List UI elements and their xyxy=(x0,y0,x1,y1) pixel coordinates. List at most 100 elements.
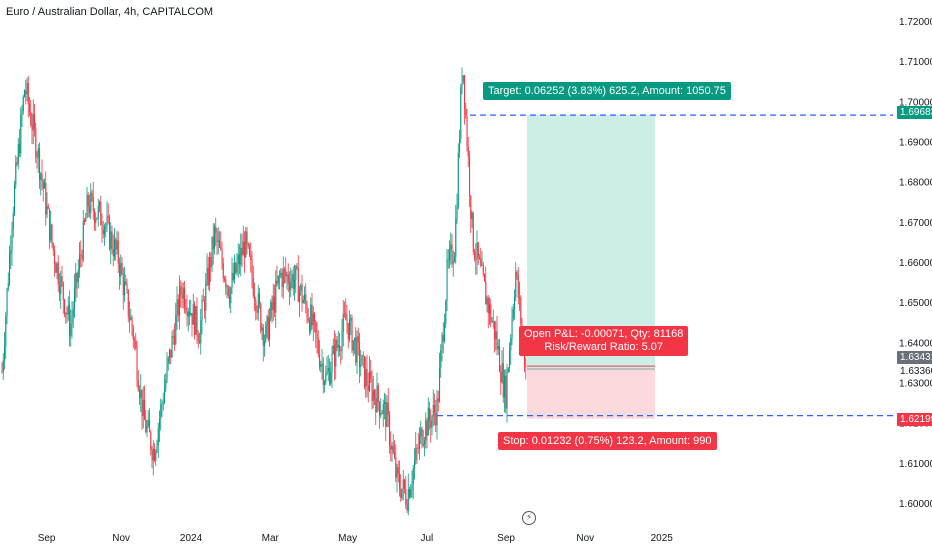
candle-body xyxy=(186,310,188,317)
x-tick-label: Sep xyxy=(497,533,515,544)
candle-body xyxy=(232,272,234,280)
candle-body xyxy=(352,340,354,351)
candle-body xyxy=(477,242,479,258)
candle-body xyxy=(309,320,311,332)
candle-body xyxy=(192,304,194,325)
candle-body xyxy=(121,263,123,274)
candle-body xyxy=(500,372,502,383)
candle-body xyxy=(294,279,296,289)
candle-body xyxy=(76,273,78,283)
candle-body xyxy=(432,404,434,417)
candle-body xyxy=(459,138,461,153)
candle-body xyxy=(431,416,433,428)
candle-body xyxy=(444,323,446,342)
candle-body xyxy=(285,269,287,277)
price-axis[interactable]: 1.72000 1.71000 1.70000 1.69000 1.68000 1.670… xyxy=(899,17,932,510)
candle-body xyxy=(324,382,326,385)
candle-body xyxy=(215,226,217,233)
candle-body xyxy=(39,148,41,180)
y-tick-label: 1.72000 xyxy=(899,17,932,28)
candle-body xyxy=(29,104,31,112)
stop-zone[interactable] xyxy=(527,369,655,419)
y-tick-label: 1.61000 xyxy=(899,459,932,470)
pnl-label: Open P&L: -0.00071, Qty: 81168 xyxy=(524,328,684,340)
candle-body xyxy=(375,398,377,412)
candle-body xyxy=(456,207,458,219)
candle-body xyxy=(397,467,399,474)
y-tick-label: 1.65000 xyxy=(899,298,932,309)
candle-body xyxy=(56,262,58,273)
candle-body xyxy=(40,173,42,180)
candle-body xyxy=(497,346,499,350)
candle-body xyxy=(96,217,98,219)
candle-body xyxy=(207,267,209,286)
candle-body xyxy=(126,284,128,290)
candle-body xyxy=(301,284,303,303)
candle-body xyxy=(390,445,392,450)
candle-body xyxy=(191,313,193,325)
candle-body xyxy=(507,367,509,373)
candle-body xyxy=(47,206,49,209)
candle-body xyxy=(400,488,402,499)
candle-body xyxy=(140,389,142,398)
pnl-box[interactable]: Open P&L: -0.00071, Qty: 81168 Risk/Rewa… xyxy=(519,326,689,356)
candle-body xyxy=(24,90,26,97)
candle-body xyxy=(85,217,87,222)
price-plot[interactable] xyxy=(1,67,527,516)
candle-body xyxy=(454,256,456,262)
candle-body xyxy=(25,90,27,95)
candle-body xyxy=(255,300,257,311)
x-tick-label: Nov xyxy=(112,533,130,544)
candle-body xyxy=(256,310,258,313)
candle-body xyxy=(90,192,92,213)
candle-body xyxy=(41,173,43,182)
candle-body xyxy=(506,372,508,409)
candle-body xyxy=(55,264,57,273)
candle-body xyxy=(399,473,401,489)
candle-body xyxy=(241,247,243,256)
candle-body xyxy=(277,275,279,284)
candle-body xyxy=(14,185,16,214)
candle-body xyxy=(466,115,468,147)
candle-body xyxy=(109,217,111,249)
lightning-icon[interactable]: ⚡ xyxy=(522,511,536,525)
candle-body xyxy=(525,366,527,368)
candle-body xyxy=(275,280,277,313)
candle-body xyxy=(430,420,432,428)
candle-body xyxy=(65,312,67,315)
candle-body xyxy=(49,208,51,241)
candle-body xyxy=(357,336,359,343)
candle-body xyxy=(492,321,494,322)
stop-price-tag: 1.62199 xyxy=(897,413,932,426)
candle-body xyxy=(60,276,62,294)
candle-body xyxy=(421,428,423,446)
candle-body xyxy=(339,344,341,351)
candle-body xyxy=(362,355,364,357)
candle-body xyxy=(491,321,493,323)
candle-body xyxy=(71,316,73,325)
candle-body xyxy=(427,407,429,436)
y-tick-label: 1.67000 xyxy=(899,218,932,229)
candle-body xyxy=(249,245,251,256)
candle-body xyxy=(386,402,388,427)
candle-body xyxy=(16,162,18,164)
candle-body xyxy=(195,306,197,335)
time-axis[interactable]: Sep Nov 2024 Mar May Jul Sep Nov 2025 xyxy=(38,533,674,544)
candle-body xyxy=(499,346,501,373)
stop-label[interactable]: Stop: 0.01232 (0.75%) 123.2, Amount: 990 xyxy=(498,432,717,450)
candle-body xyxy=(105,225,107,228)
candle-body xyxy=(6,288,8,317)
candle-body xyxy=(481,264,483,266)
target-label[interactable]: Target: 0.06252 (3.83%) 625.2, Amount: 1… xyxy=(483,82,731,100)
candle-body xyxy=(312,313,314,326)
candle-body xyxy=(200,320,202,344)
candle-body xyxy=(355,337,357,363)
candle-body xyxy=(445,301,447,324)
candle-body xyxy=(164,388,166,403)
candle-body xyxy=(91,192,93,197)
candle-body xyxy=(129,316,131,320)
candle-body xyxy=(326,371,328,374)
candle-body xyxy=(142,400,144,417)
candle-body xyxy=(117,240,119,264)
